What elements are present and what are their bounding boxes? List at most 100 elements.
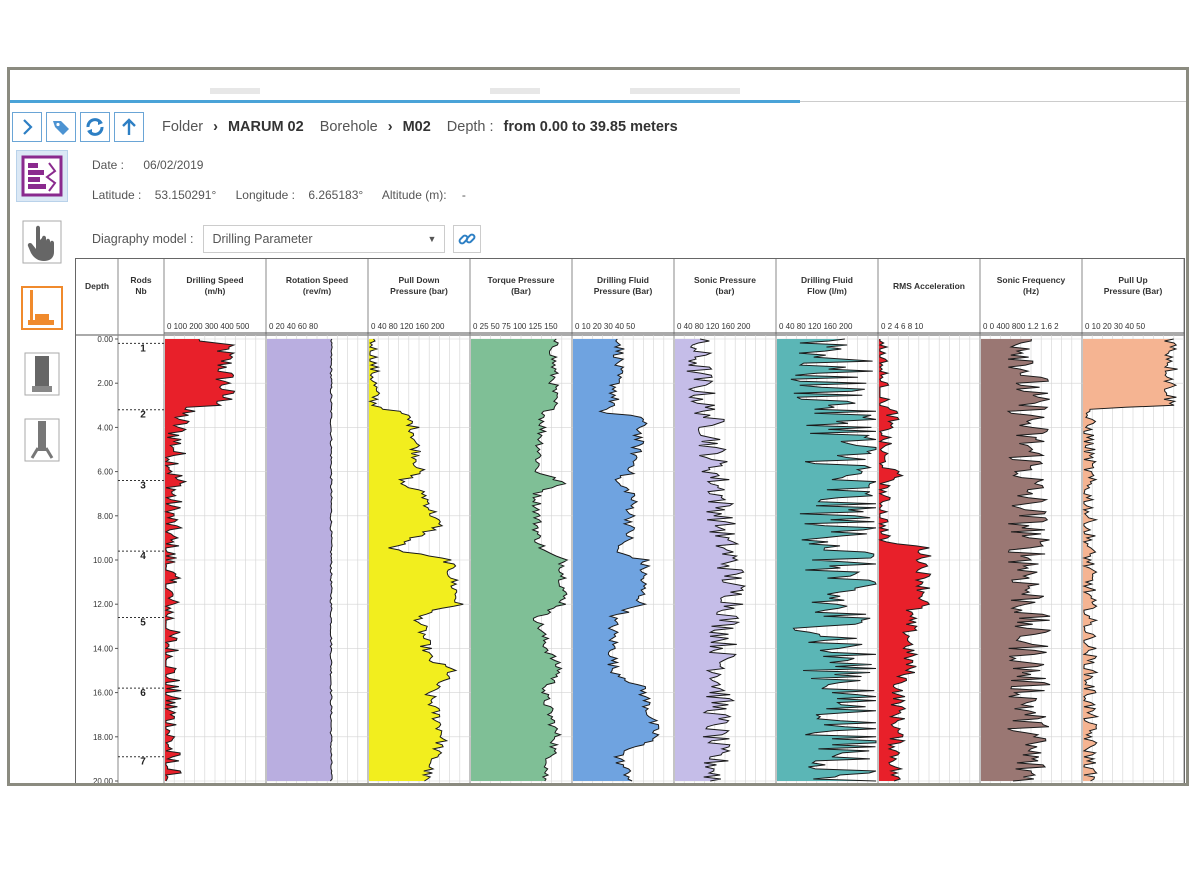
track-header-unit: Flow (l/m)	[807, 286, 847, 296]
expand-arrow-icon[interactable]	[12, 112, 42, 142]
breadcrumb-borehole-value[interactable]: M02	[402, 119, 431, 135]
application-frame: Folder › MARUM 02 Borehole › M02 Depth :…	[7, 67, 1189, 786]
top-tab-strip	[10, 70, 1186, 104]
depth-tick-label: 20.00	[93, 777, 114, 786]
chevron-right-icon: ›	[213, 119, 218, 135]
track-scale-ticks: 0 25 50 75 100 125 150	[473, 322, 558, 331]
rods-column-header-unit: Nb	[135, 286, 146, 296]
depth-tick-label: 0.00	[97, 335, 113, 344]
link-icon[interactable]	[453, 225, 482, 253]
chevron-right-icon: ›	[387, 119, 393, 135]
track-fill-area	[777, 339, 876, 781]
track-header-title: Rotation Speed	[286, 275, 348, 285]
track-curve-line	[790, 338, 877, 782]
track-header-title: Pull Down	[398, 275, 439, 285]
latitude-value: 53.150291°	[154, 188, 217, 202]
depth-column-header: Depth	[85, 281, 109, 291]
track-header-unit: (Bar)	[511, 286, 531, 296]
track-fill-area	[981, 339, 1051, 781]
date-value: 06/02/2019	[143, 158, 204, 172]
track-fill-area	[471, 339, 568, 781]
track-curve-line	[598, 338, 660, 782]
track-header-title: Sonic Frequency	[997, 275, 1066, 285]
track-curve-line	[1006, 338, 1051, 782]
hand-pointer-icon[interactable]	[16, 216, 68, 268]
breadcrumb-folder-value[interactable]: MARUM 02	[227, 119, 304, 135]
breadcrumb-borehole-label: Borehole	[319, 119, 378, 135]
dropdown-caret-icon: ▼	[427, 234, 437, 244]
depth-tick-label: 18.00	[93, 733, 114, 742]
date-label: Date :	[92, 158, 125, 172]
diagraphy-view-icon[interactable]	[16, 150, 68, 202]
track-header-unit: (Hz)	[1023, 286, 1039, 296]
track-header-unit: Pressure (Bar)	[594, 286, 653, 296]
track-header-title: Pull Up	[1118, 275, 1147, 285]
track-fill-area	[879, 339, 932, 781]
track-scale-ticks: 0 10 20 30 40 50	[575, 322, 636, 331]
track-header-unit: (bar)	[716, 286, 735, 296]
depth-tick-label: 2.00	[97, 379, 113, 388]
track-curve-line	[329, 338, 333, 782]
breadcrumb-folder-label: Folder	[162, 119, 204, 135]
track-scale-ticks: 0 20 40 60 80	[269, 322, 318, 331]
track-header-unit: Pressure (bar)	[390, 286, 448, 296]
drilling-rig-icon[interactable]	[16, 282, 68, 334]
rod-number-label: 6	[140, 688, 146, 699]
depth-tick-label: 10.00	[93, 556, 114, 565]
track-header-unit: Pressure (Bar)	[1104, 286, 1163, 296]
rod-number-label: 4	[140, 551, 146, 562]
track-header-unit: (rev/m)	[303, 286, 332, 296]
track-header-title: Drilling Speed	[186, 275, 243, 285]
altitude-label: Altitude (m):	[381, 188, 447, 202]
track-header-title: Drilling Fluid	[597, 275, 649, 285]
track-fill-area	[267, 339, 333, 781]
track-curve-line	[164, 338, 236, 782]
upload-arrow-icon[interactable]	[114, 112, 144, 142]
track-curve-line	[531, 338, 569, 782]
altitude-value: -	[461, 188, 466, 202]
track-header-title: RMS Acceleration	[893, 281, 965, 291]
depth-tick-label: 4.00	[97, 423, 113, 432]
rod-number-label: 3	[140, 480, 146, 491]
track-scale-ticks: 0 40 80 120 160 200	[779, 322, 853, 331]
track-fill-area	[675, 339, 745, 781]
track-scale-ticks: 0 0 400 800 1.2 1.6 2	[983, 322, 1059, 331]
track-fill-area	[165, 339, 235, 781]
rod-number-label: 5	[140, 617, 146, 628]
longitude-label: Longitude :	[235, 188, 295, 202]
refresh-icon[interactable]	[80, 112, 110, 142]
borehole-tool-icon[interactable]	[16, 414, 68, 466]
track-curve-line	[686, 338, 747, 782]
core-tube-icon[interactable]	[16, 348, 68, 400]
tag-icon[interactable]	[46, 112, 76, 142]
depth-tick-label: 16.00	[93, 689, 114, 698]
diagraphy-model-selected: Drilling Parameter	[212, 232, 313, 246]
rod-number-label: 7	[140, 757, 146, 768]
track-scale-ticks: 0 2 4 6 8 10	[881, 322, 924, 331]
latitude-label: Latitude :	[92, 188, 142, 202]
track-header-title: Torque Pressure	[488, 275, 555, 285]
breadcrumb: Folder › MARUM 02 Borehole › M02 Depth :…	[162, 119, 678, 135]
track-curve-line	[878, 339, 932, 782]
track-curve-line	[368, 338, 464, 782]
track-fill-area	[369, 339, 464, 781]
diagraphy-model-label: Diagraphy model :	[92, 232, 194, 246]
depth-range-value: from 0.00 to 39.85 meters	[503, 119, 678, 135]
track-fill-area	[573, 339, 659, 781]
depth-label: Depth :	[446, 119, 494, 135]
diagraphy-model-select[interactable]: Drilling Parameter ▼	[203, 225, 446, 253]
diagraphy-model-row: Diagraphy model : Drilling Parameter ▼	[92, 225, 482, 253]
track-scale-ticks: 0 100 200 300 400 500	[167, 322, 250, 331]
rod-number-label: 2	[140, 410, 146, 421]
rods-column-header: Rods	[130, 275, 152, 285]
rod-number-label: 1	[140, 343, 146, 354]
track-curve-line	[1082, 338, 1178, 782]
track-scale-ticks: 0 10 20 30 40 50	[1085, 322, 1146, 331]
depth-tick-label: 12.00	[93, 600, 114, 609]
track-fill-area	[1083, 339, 1178, 781]
well-log-chart: Depth Rods Nb 0.00 2.00 4.00 6.00 8.00 10.00 12.0…	[75, 258, 1185, 786]
depth-tick-label: 14.00	[93, 644, 114, 653]
toolbar: Folder › MARUM 02 Borehole › M02 Depth :…	[10, 108, 1186, 146]
track-header-title: Drilling Fluid	[801, 275, 853, 285]
